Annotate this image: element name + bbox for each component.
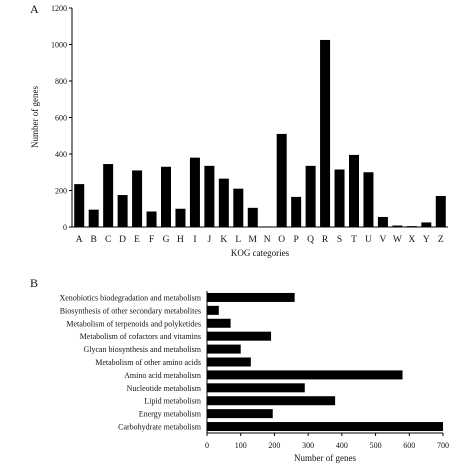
panel-b-x-axis-label: Number of genes <box>294 453 356 463</box>
panel-b-category-label: Metabolism of cofactors and vitamins <box>80 332 201 341</box>
panel-b-bar <box>207 292 295 302</box>
panel-a-x-tick-label: G <box>163 235 170 245</box>
panel-a-x-tick-label: W <box>393 235 402 245</box>
panel-b-bar <box>207 422 443 432</box>
panel-b-x-tick-label: 700 <box>437 441 449 450</box>
panel-a-x-tick-label: D <box>119 235 126 245</box>
panel-b-category-label: Xenobiotics biodegradation and metabolis… <box>59 293 201 302</box>
panel-a-x-tick-label: N <box>264 235 271 245</box>
panel-a-bar <box>204 165 215 227</box>
panel-b-category-label: Metabolism of other amino acids <box>95 358 201 367</box>
panel-a-x-tick-label: P <box>294 235 299 245</box>
panel-a-bar <box>74 184 85 227</box>
panel-a-bar <box>161 166 171 227</box>
panel-a-bar <box>103 164 114 227</box>
panel-a-x-tick-label: S <box>337 235 342 245</box>
panel-b-bar <box>207 396 336 406</box>
panel-b-label: B <box>30 276 38 290</box>
panel-a-bar <box>392 225 403 227</box>
panel-a-y-tick-label: 800 <box>55 77 67 86</box>
panel-a-x-tick-label: M <box>249 235 258 245</box>
panel-a-x-tick-label: C <box>105 235 111 245</box>
panel-b-bar <box>207 370 403 380</box>
panel-a-bar <box>363 172 374 227</box>
panel-a-y-axis-label: Number of genes <box>30 86 40 148</box>
panel-a-bar <box>189 157 200 227</box>
panel-b-x-tick-label: 600 <box>403 441 415 450</box>
panel-a-bar <box>88 209 99 227</box>
panel-a-y-tick-label: 0 <box>63 223 67 232</box>
panel-b-bar <box>207 344 241 354</box>
panel-a-x-tick-label: L <box>235 235 241 245</box>
panel-a-y-tick-label: 1200 <box>51 4 67 13</box>
panel-b-x-tick-label: 200 <box>268 441 280 450</box>
panel-a-x-tick-label: E <box>134 235 140 245</box>
panel-b-bar <box>207 409 273 419</box>
panel-a-y-tick-label: 200 <box>55 187 67 196</box>
panel-b-category-label: Carbohydrate metabolism <box>118 423 202 432</box>
panel-b-category-label: Amino acid metabolism <box>124 371 202 380</box>
panel-a-bar <box>349 154 359 227</box>
panel-a-bar <box>146 211 157 227</box>
panel-a-bar <box>175 208 186 227</box>
panel-b-bar <box>207 357 251 367</box>
panel-a-x-tick-label: Z <box>438 235 444 245</box>
panel-b-x-tick-label: 300 <box>302 441 314 450</box>
panel-a-x-axis-label: KOG categories <box>231 248 290 258</box>
panel-a-bar <box>377 216 388 227</box>
panel-a-x-tick-label: A <box>76 235 83 245</box>
panel-b-x-tick-label: 500 <box>370 441 382 450</box>
panel-a-bar <box>218 178 229 227</box>
panel-a-x-tick-label: X <box>408 235 415 245</box>
panel-a-bar <box>435 195 446 227</box>
panel-b-category-label: Nucleotide metabolism <box>127 384 202 393</box>
panel-b-bar <box>207 305 219 315</box>
panel-b-bar <box>207 318 231 328</box>
panel-a-bar <box>117 195 128 227</box>
panel-a-bar <box>305 165 316 227</box>
panel-a-bar <box>320 39 331 227</box>
panel-b: B Xenobiotics biodegradation and metabol… <box>30 276 449 463</box>
panel-b-x-tick-label: 400 <box>336 441 348 450</box>
panel-b-category-label: Metabolism of terpenoids and polyketides <box>66 319 201 328</box>
panel-b-x-tick-label: 100 <box>235 441 247 450</box>
panel-a-x-tick-label: H <box>177 235 184 245</box>
panel-a-x-tick-label: I <box>193 235 196 245</box>
panel-a-x-tick-label: Q <box>307 235 314 245</box>
panel-b-bar <box>207 331 272 341</box>
panel-a-x-tick-label: B <box>91 235 97 245</box>
panel-b-category-label: Biosynthesis of other secondary metaboli… <box>60 306 201 315</box>
panel-a-bar <box>132 170 143 227</box>
panel-a-x-tick-label: Y <box>423 235 430 245</box>
panel-a-bar <box>247 207 258 227</box>
panel-a-y-tick-label: 600 <box>55 114 67 123</box>
panel-a-bar <box>262 226 273 228</box>
panel-a-bar <box>334 169 345 227</box>
panel-a-x-tick-label: T <box>351 235 357 245</box>
panel-b-bar <box>207 383 305 393</box>
panel-b-category-label: Lipid metabolism <box>144 397 201 406</box>
panel-a-x-tick-label: F <box>149 235 154 245</box>
panel-a-y-tick-label: 400 <box>55 150 67 159</box>
panel-a-bar <box>233 188 244 227</box>
panel-a-x-tick-label: J <box>208 235 212 245</box>
panel-a-x-tick-label: R <box>322 235 329 245</box>
panel-b-x-tick-label: 0 <box>205 441 209 450</box>
panel-a-bar <box>291 196 302 227</box>
panel-b-category-label: Glycan biosynthesis and metabolism <box>83 345 201 354</box>
panel-a-x-tick-label: U <box>365 235 372 245</box>
panel-a-y-tick-label: 1000 <box>51 41 67 50</box>
panel-b-category-label: Energy metabolism <box>139 410 202 419</box>
panel-a-x-tick-label: O <box>278 235 285 245</box>
panel-a-x-tick-label: K <box>220 235 227 245</box>
panel-a-label: A <box>30 2 39 16</box>
panel-a-bar <box>421 222 432 227</box>
panel-a-bar <box>406 226 417 227</box>
panel-a-bar <box>276 133 287 227</box>
panel-a-x-tick-label: V <box>379 235 386 245</box>
